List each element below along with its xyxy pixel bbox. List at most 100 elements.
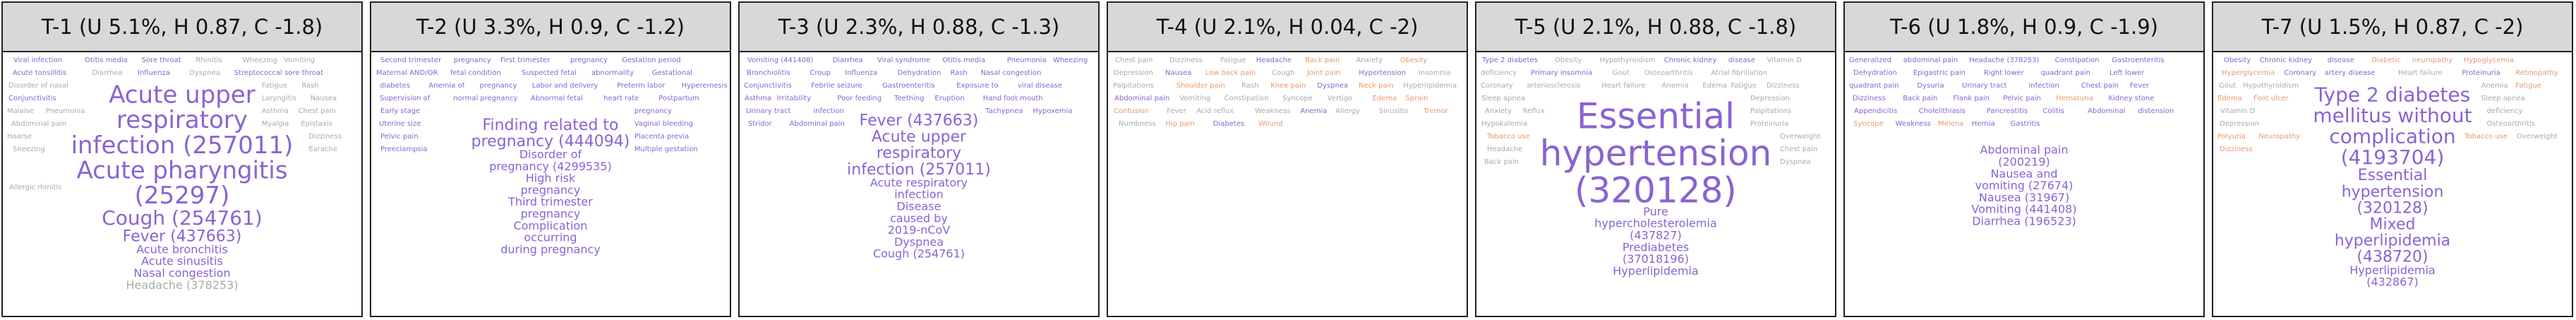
topic-panel-header: T-4 (U 2.1%, H 0.04, C -2) bbox=[1108, 3, 1467, 52]
cloud-term-wound: Wound bbox=[1258, 120, 1282, 128]
cloud-term-normal-pregnancy: normal pregnancy bbox=[453, 95, 517, 102]
cloud-term-allergic-rhinitis: Allergic rhinitis bbox=[9, 184, 61, 191]
cloud-term-pregnancy-444094: pregnancy (444094) bbox=[471, 133, 630, 150]
cloud-term-allergy: Allergy bbox=[1335, 107, 1360, 115]
cloud-term-fatigue: Fatigue bbox=[2515, 82, 2541, 90]
cloud-term-dyspnea: Dyspnea bbox=[189, 69, 220, 77]
cloud-term-diarrhea: Diarrhea bbox=[92, 69, 123, 77]
cloud-term-preterm-labor: Preterm labor bbox=[617, 82, 666, 90]
cloud-term-gout: Gout bbox=[2219, 82, 2236, 90]
cloud-term-influenza: Influenza bbox=[138, 69, 170, 77]
cloud-term-distension: distension bbox=[2138, 107, 2174, 115]
cloud-term-edema: Edema bbox=[1372, 95, 1397, 102]
cloud-term-depression: Depression bbox=[1750, 95, 1790, 102]
cloud-term-pelvic-pain: Pelvic pain bbox=[380, 133, 419, 141]
cloud-term-dyspnea: Dyspnea bbox=[1317, 82, 1348, 90]
cloud-term-maternal-and-or: Maternal AND/OR bbox=[376, 69, 438, 77]
cloud-term-fever-437663: Fever (437663) bbox=[123, 227, 242, 245]
cloud-term-hand-foot-mouth: Hand foot mouth bbox=[983, 95, 1043, 102]
cloud-term-tremor: Tremor bbox=[1423, 107, 1449, 115]
cloud-term-acute-upper: Acute upper bbox=[109, 81, 255, 109]
topic-title: T-6 (U 1.8%, H 0.9, C -1.9) bbox=[1889, 15, 2158, 39]
cloud-term-hypertension: Hypertension bbox=[1359, 69, 1406, 77]
cloud-term-obesity: Obesity bbox=[1555, 57, 1582, 64]
cloud-term-knee-pain: Knee pain bbox=[1270, 82, 1306, 90]
cloud-term-early-stage: Early stage bbox=[380, 107, 420, 115]
cloud-term-sore-throat: Sore throat bbox=[142, 57, 181, 64]
cloud-term-hypokalemia: Hypokalemia bbox=[1481, 120, 1527, 128]
cloud-term-tobacco-use: Tobacco use bbox=[1486, 133, 1530, 141]
cloud-term-epigastric-pain: Epigastric pain bbox=[1913, 69, 1966, 77]
cloud-term-asthma: Asthma bbox=[745, 95, 771, 102]
cloud-term-hypoglycemia: Hypoglycemia bbox=[2464, 57, 2514, 64]
cloud-term-nausea: Nausea bbox=[1165, 69, 1191, 77]
cloud-term-neuropathy: neuropathy bbox=[2412, 57, 2453, 64]
cloud-term-acute-upper: Acute upper bbox=[872, 129, 967, 146]
cloud-term-heart-failure: Heart failure bbox=[2398, 69, 2443, 77]
topic-title: T-1 (U 5.1%, H 0.87, C -1.8) bbox=[41, 15, 323, 39]
cloud-term-disease: Disease bbox=[897, 200, 941, 213]
cloud-term-infection: infection bbox=[894, 188, 944, 201]
cloud-term-constipation: Constipation bbox=[1224, 95, 1269, 102]
cloud-term-coronary: Coronary bbox=[2284, 69, 2316, 77]
cloud-term-diabetes: Diabetes bbox=[1213, 120, 1244, 128]
cloud-term-anemia-of: Anemia of bbox=[428, 82, 464, 90]
cloud-term-back-pain: Back pain bbox=[1305, 57, 1340, 64]
cloud-term-uterine-size: Uterine size bbox=[379, 120, 421, 128]
cloud-term-rash: Rash bbox=[301, 82, 318, 90]
cloud-term-nausea: Nausea bbox=[311, 95, 337, 102]
cloud-term-gastroenteritis: Gastroenteritis bbox=[2112, 57, 2164, 64]
cloud-term-dizziness: Dizziness bbox=[1853, 95, 1886, 102]
cloud-term-chronic-kidney: Chronic kidney bbox=[1664, 57, 1717, 64]
cloud-term-abdominal-pain: Abdominal pain bbox=[790, 120, 845, 128]
cloud-term-rash: Rash bbox=[1241, 82, 1258, 90]
topic-panel-header: T-2 (U 3.3%, H 0.9, C -1.2) bbox=[371, 3, 730, 52]
cloud-term-heart-failure: Heart failure bbox=[1601, 82, 1646, 90]
cloud-term-otitis-media: Otitis media bbox=[85, 57, 128, 64]
cloud-term-malaise: Malaise bbox=[7, 107, 34, 115]
cloud-term-tobacco-use: Tobacco use bbox=[2464, 133, 2508, 141]
cloud-term-conjunctivitis: Conjunctivitis bbox=[744, 82, 792, 90]
cloud-term-4193704: (4193704) bbox=[2341, 146, 2445, 169]
cloud-term-headache: Headache bbox=[1256, 57, 1292, 64]
cloud-term-reflux: Reflux bbox=[1523, 107, 1545, 115]
cloud-term-hypoxemia: Hypoxemia bbox=[1033, 107, 1072, 115]
cloud-term-acid-reflux: Acid reflux bbox=[1196, 107, 1234, 115]
topic-panel-header: T-3 (U 2.3%, H 0.88, C -1.3) bbox=[740, 3, 1098, 52]
cloud-term-low-back-pain: Low back pain bbox=[1205, 69, 1256, 77]
word-cloud: Acute upper respiratory infection (257011)… bbox=[3, 52, 361, 316]
cloud-term-primary-insomnia: Primary insomnia bbox=[1531, 69, 1592, 77]
cloud-term-vomiting-441408: Vomiting (441408) bbox=[1971, 203, 2076, 216]
cloud-term-laryngitis: Laryngitis bbox=[262, 95, 296, 102]
cloud-term-essential: Essential bbox=[2358, 167, 2428, 184]
cloud-term-edema: Edema bbox=[2217, 95, 2242, 102]
cloud-term-exposure-to: Exposure to bbox=[956, 82, 999, 90]
cloud-term-anxiety: Anxiety bbox=[1356, 57, 1383, 64]
cloud-term-abdominal: Abdominal bbox=[2088, 107, 2125, 115]
cloud-term-abdominal-pain: Abdominal pain bbox=[11, 120, 66, 128]
cloud-term-bronchiolitis: Bronchiolitis bbox=[747, 69, 790, 77]
cloud-term-coronary: Coronary bbox=[1481, 82, 1513, 90]
cloud-term-vitamin-d: Vitamin D bbox=[2220, 107, 2255, 115]
topic-panel-header: T-7 (U 1.5%, H 0.87, C -2) bbox=[2213, 3, 2572, 52]
cloud-term-2019-ncov: 2019-nCoV bbox=[888, 223, 951, 237]
cloud-term-vaginal-bleeding: Vaginal bleeding bbox=[634, 120, 693, 128]
cloud-term-febrile-seizure: Febrile seizure bbox=[811, 82, 862, 90]
cloud-term-sprain: Sprain bbox=[1405, 95, 1428, 102]
cloud-term-influenza: Influenza bbox=[845, 69, 877, 77]
cloud-term-palpitations: Palpitations bbox=[1113, 82, 1154, 90]
cloud-term-disease: disease bbox=[2328, 57, 2354, 64]
cloud-term-432867: (432867) bbox=[2366, 275, 2419, 289]
cloud-term-pancreatitis: Pancreatitis bbox=[1987, 107, 2028, 115]
cloud-term-myalgia: Myalgia bbox=[262, 120, 289, 128]
cloud-term-infection: infection bbox=[2028, 82, 2059, 90]
cloud-term-dyspnea: Dyspnea bbox=[1780, 158, 1811, 166]
cloud-term-vomiting: Vomiting bbox=[284, 57, 315, 64]
cloud-term-gestation-period: Gestation period bbox=[622, 57, 680, 64]
cloud-term-deficiency: deficiency bbox=[1481, 69, 1517, 77]
cloud-term-chronic-kidney: Chronic kidney bbox=[2260, 57, 2313, 64]
cloud-term-nasal-congestion: Nasal congestion bbox=[133, 266, 230, 280]
cloud-term-irritability: Irritability bbox=[777, 95, 811, 102]
cloud-term-neuropathy: Neuropathy bbox=[2258, 133, 2300, 141]
cloud-term-atrial-fibrillation: Atrial fibrillation bbox=[1711, 69, 1767, 77]
